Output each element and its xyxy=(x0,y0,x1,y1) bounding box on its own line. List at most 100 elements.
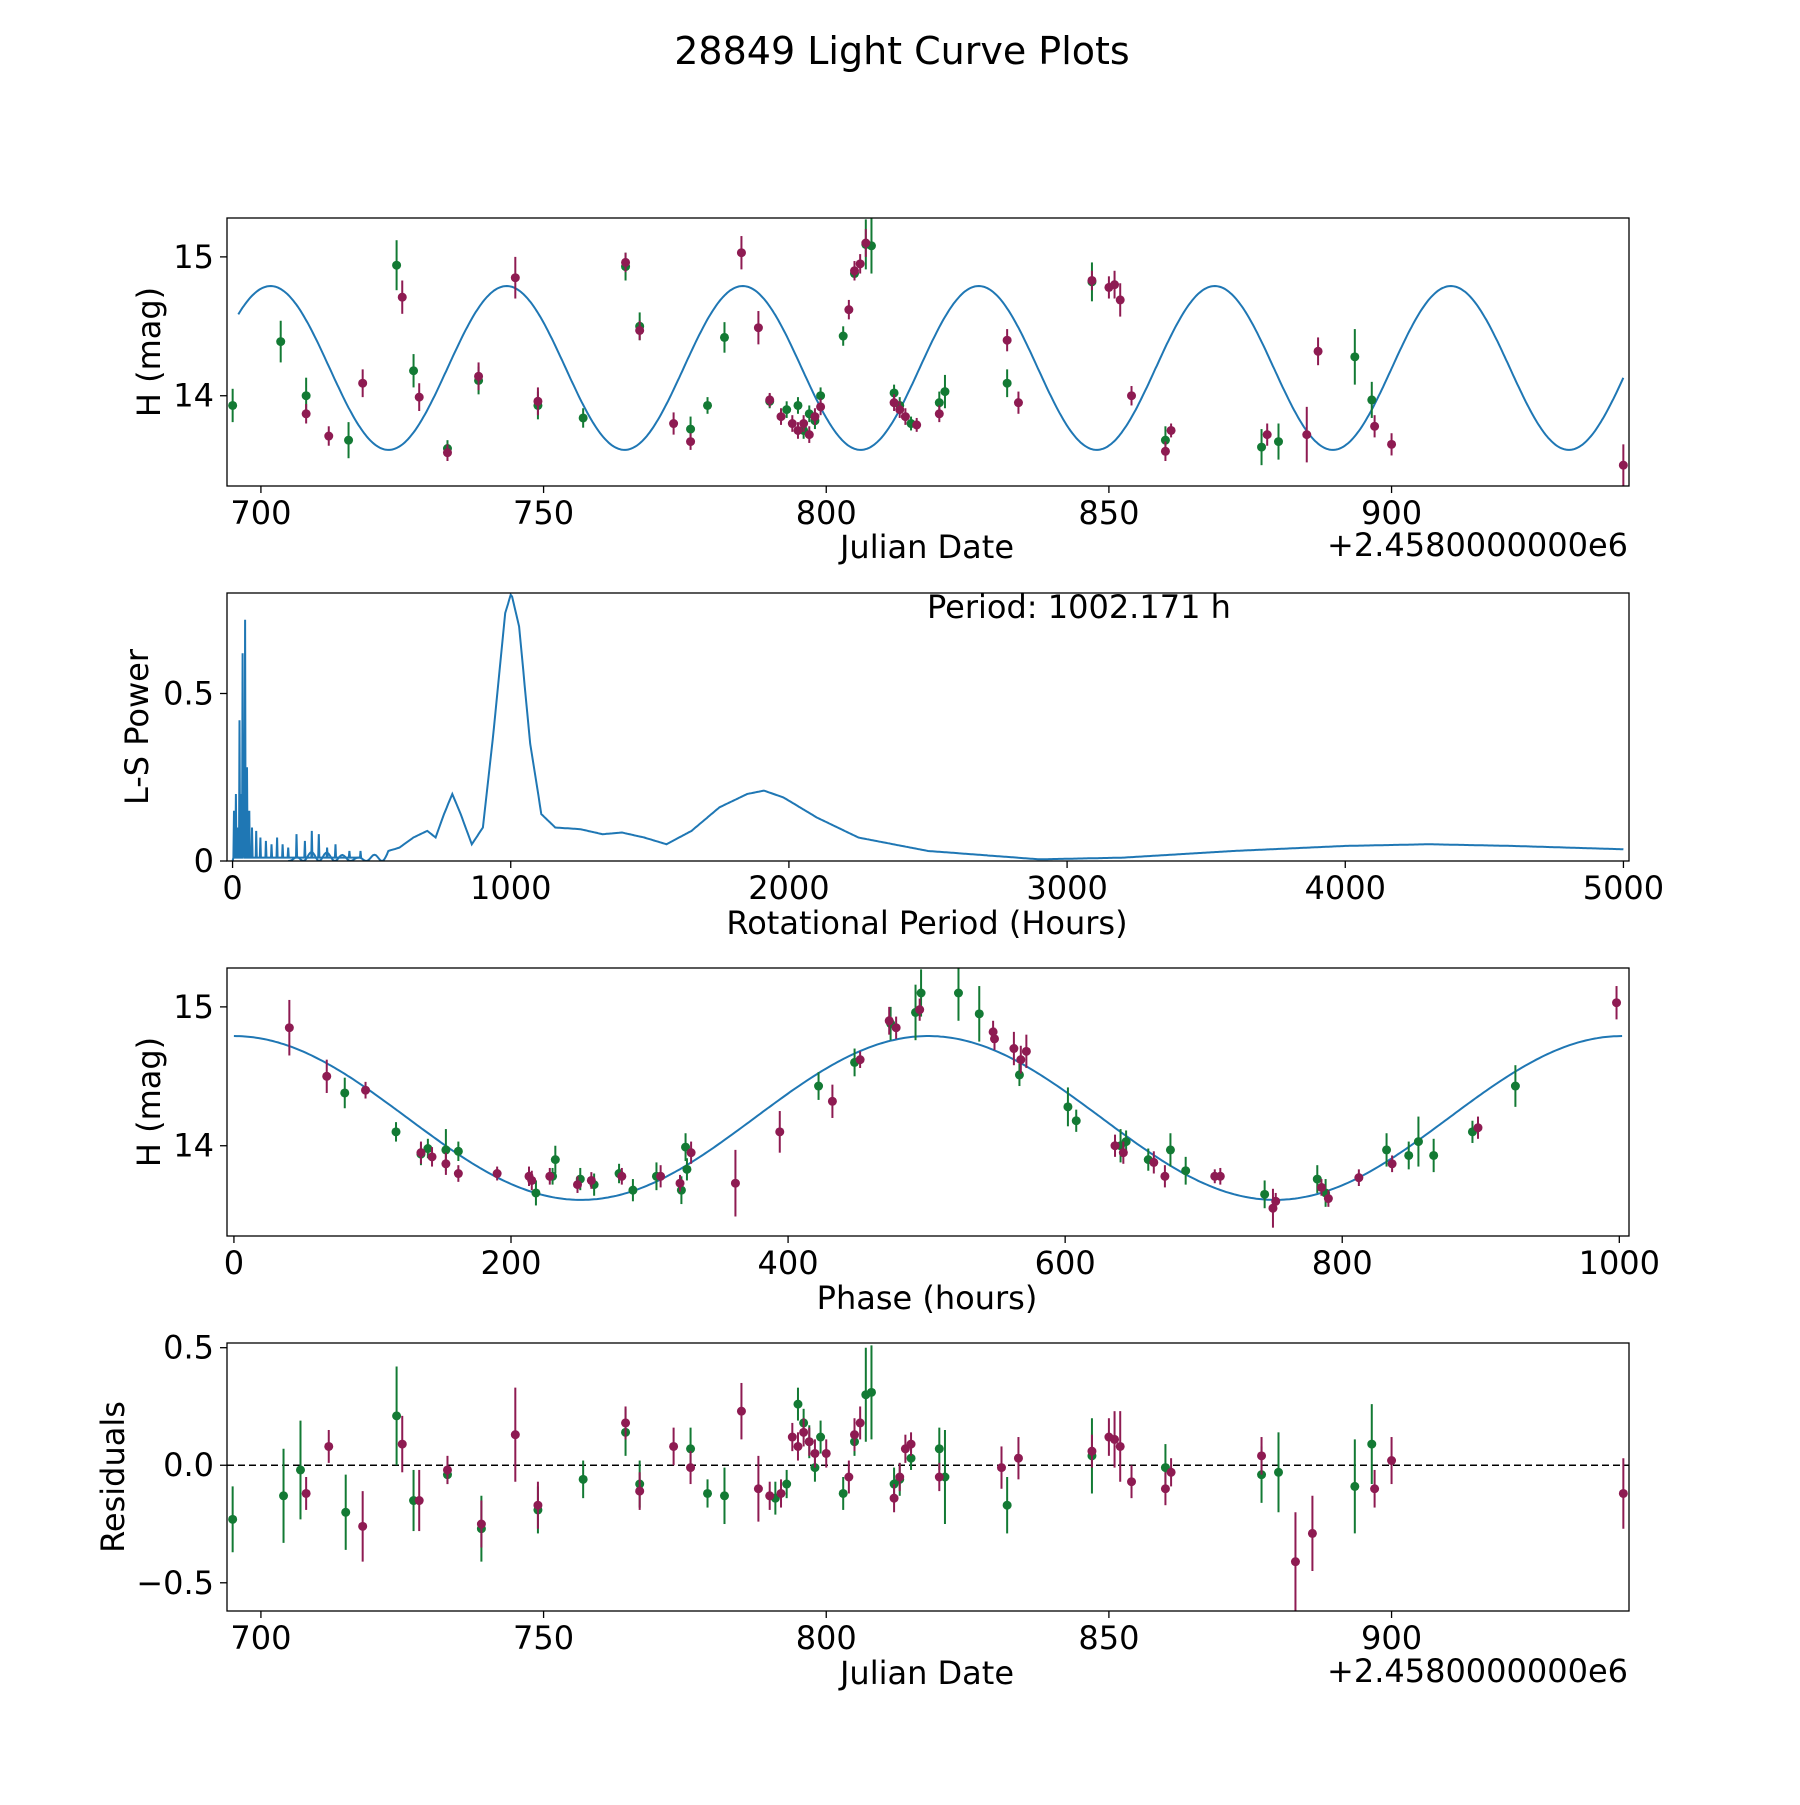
residuals-frame xyxy=(226,1342,1630,1612)
phased-plot-area xyxy=(233,968,1623,1228)
lightcurve-point-green-band xyxy=(703,400,713,410)
residuals-xtick-label: 900 xyxy=(1361,1619,1422,1657)
lightcurve-plot-area xyxy=(228,218,1628,486)
phased-xtick-label: 0 xyxy=(224,1244,244,1282)
phased-point-purple-band xyxy=(527,1175,537,1185)
lightcurve-point-purple-band xyxy=(765,395,775,405)
residuals-point-purple-band xyxy=(753,1484,763,1494)
lightcurve-point-purple-band xyxy=(753,323,763,333)
phased-point-purple-band xyxy=(989,1034,999,1044)
phased-ylabel: H (mag) xyxy=(130,1037,168,1167)
phased-point-purple-band xyxy=(656,1171,666,1181)
lightcurve-point-green-band xyxy=(793,400,803,410)
residuals-point-purple-band xyxy=(1257,1451,1267,1461)
residuals-point-purple-band xyxy=(1290,1557,1300,1567)
phased-point-purple-band xyxy=(441,1159,451,1169)
phased-point-purple-band xyxy=(855,1055,865,1065)
lightcurve-point-purple-band xyxy=(804,430,814,440)
residuals-point-green-band xyxy=(1274,1467,1283,1477)
phased-point-green-band xyxy=(814,1081,824,1091)
lightcurve-point-purple-band xyxy=(1262,430,1272,440)
lightcurve-point-purple-band xyxy=(861,238,871,248)
periodogram-ytick-label: 0.5 xyxy=(163,675,214,713)
phased-xtick-label: 200 xyxy=(480,1244,541,1282)
phased-point-green-band xyxy=(550,1155,560,1165)
phased-point-green-band xyxy=(1404,1150,1414,1160)
lightcurve-point-purple-band xyxy=(1115,295,1125,305)
phased-point-purple-band xyxy=(884,1016,894,1026)
phased-point-purple-band xyxy=(730,1178,740,1188)
phased-point-purple-band xyxy=(1473,1123,1483,1133)
periodogram-xtick-label: 0 xyxy=(222,869,242,907)
phased-point-purple-band xyxy=(1149,1157,1159,1167)
residuals-point-purple-band xyxy=(895,1472,905,1482)
phased-point-green-band xyxy=(1312,1174,1322,1184)
lightcurve-point-green-band xyxy=(838,331,848,341)
lightcurve-point-purple-band xyxy=(301,409,311,419)
phased-point-purple-band xyxy=(1009,1044,1019,1054)
lightcurve-point-purple-band xyxy=(1387,439,1397,449)
phased-point-green-band xyxy=(1413,1137,1423,1147)
lightcurve-panel: 700 750 800 850 900 14 15 Julian Date +2.45800… xyxy=(130,217,1630,566)
residuals-point-green-band xyxy=(866,1387,876,1397)
phased-frame xyxy=(226,967,1630,1237)
residuals-point-purple-band xyxy=(906,1439,916,1449)
lightcurve-point-purple-band xyxy=(324,431,334,441)
lightcurve-point-purple-band xyxy=(1166,425,1176,435)
lightcurve-point-purple-band xyxy=(855,259,865,269)
residuals-point-purple-band xyxy=(850,1430,860,1440)
lightcurve-point-green-band xyxy=(1257,442,1267,452)
residuals-xtick-label: 750 xyxy=(513,1619,574,1657)
phased-point-purple-band xyxy=(915,1005,925,1015)
phased-point-purple-band xyxy=(1316,1182,1326,1192)
phased-point-purple-band xyxy=(586,1175,596,1185)
lightcurve-point-purple-band xyxy=(1370,421,1380,431)
residuals-point-purple-band xyxy=(804,1437,814,1447)
lightcurve-point-purple-band xyxy=(686,437,696,447)
lightcurve-point-purple-band xyxy=(850,266,860,276)
phased-axes: 0 200 400 600 800 1000 14 15 xyxy=(173,988,1660,1282)
lightcurve-point-purple-band xyxy=(621,257,631,267)
residuals-point-green-band xyxy=(934,1444,944,1454)
phased-point-green-band xyxy=(681,1142,691,1152)
residuals-point-purple-band xyxy=(1013,1453,1023,1463)
phased-point-purple-band xyxy=(573,1180,582,1190)
lightcurve-point-purple-band xyxy=(1087,275,1097,285)
residuals-point-green-band xyxy=(1367,1439,1377,1449)
lightcurve-point-green-band xyxy=(782,405,792,415)
lightcurve-point-purple-band xyxy=(1618,460,1628,470)
periodogram-axes: 0 1000 2000 3000 4000 5000 0 0.5 xyxy=(163,675,1664,908)
residuals-point-purple-band xyxy=(397,1439,407,1449)
phased-point-purple-band xyxy=(427,1152,437,1162)
phased-point-green-band xyxy=(1260,1189,1270,1199)
lightcurve-xtick-label: 700 xyxy=(230,494,291,532)
residuals-point-purple-band xyxy=(442,1465,452,1475)
phased-point-green-band xyxy=(423,1144,433,1154)
lightcurve-point-purple-band xyxy=(1160,446,1170,456)
phased-point-green-band xyxy=(1429,1150,1439,1160)
phased-point-green-band xyxy=(1165,1145,1175,1155)
residuals-point-purple-band xyxy=(765,1491,775,1501)
lightcurve-point-green-band xyxy=(940,387,950,397)
lightcurve-point-green-band xyxy=(578,413,588,423)
phased-point-purple-band xyxy=(1215,1171,1225,1181)
phased-point-green-band xyxy=(1382,1145,1392,1155)
residuals-point-purple-band xyxy=(1307,1528,1317,1538)
lightcurve-point-purple-band xyxy=(474,371,484,381)
lightcurve-point-purple-band xyxy=(397,292,407,302)
residuals-offset-label: +2.4580000000e6 xyxy=(1327,1652,1628,1690)
phased-point-green-band xyxy=(682,1164,692,1174)
residuals-point-purple-band xyxy=(635,1486,645,1496)
phased-point-purple-band xyxy=(1323,1194,1333,1204)
phased-point-purple-band xyxy=(1354,1173,1364,1183)
lightcurve-point-purple-band xyxy=(900,412,910,422)
lightcurve-point-purple-band xyxy=(1127,391,1137,401)
residuals-point-purple-band xyxy=(1370,1484,1380,1494)
residuals-point-purple-band xyxy=(414,1496,424,1506)
phased-ytick-label: 15 xyxy=(173,988,214,1026)
residuals-point-green-band xyxy=(279,1491,289,1501)
lightcurve-frame xyxy=(226,217,1630,487)
phased-point-green-band xyxy=(628,1185,638,1195)
residuals-point-purple-band xyxy=(799,1427,809,1437)
phased-point-green-band xyxy=(916,988,926,998)
